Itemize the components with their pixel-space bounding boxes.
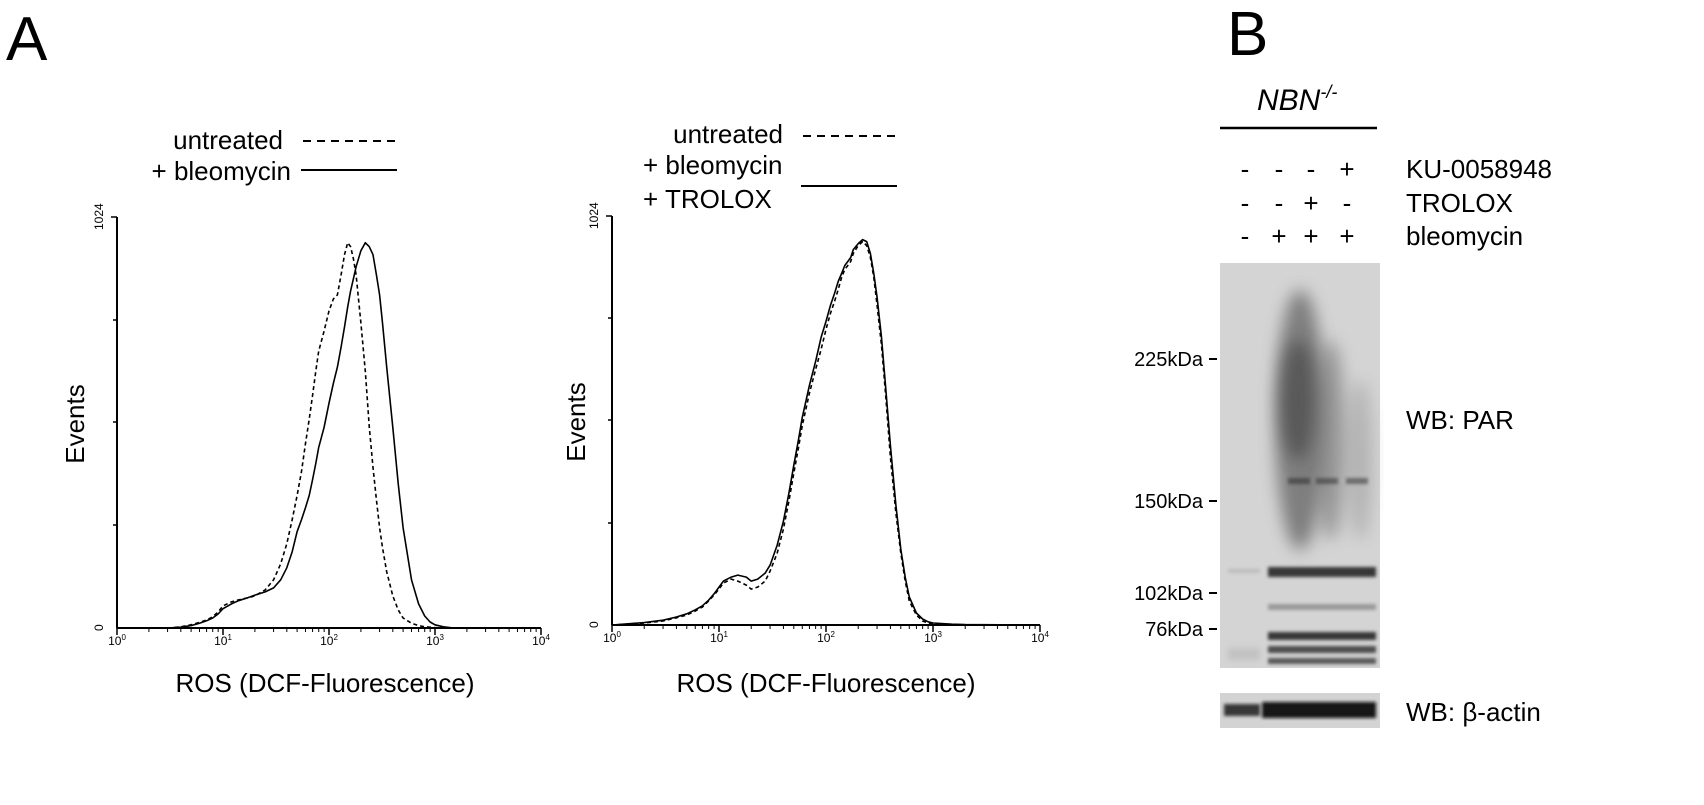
plot-area-2: [611, 238, 1041, 626]
wb-actin-label: WB: β-actin: [1406, 697, 1541, 727]
x-tick-label: 102: [817, 630, 835, 645]
x-axis-1: 100 101 102 103 104 ROS (DCF-Fluorescence): [108, 627, 550, 698]
treatment-sign: +: [1339, 221, 1354, 251]
treatment-sign: +: [1339, 154, 1354, 184]
x-tick-label: 103: [924, 630, 942, 645]
x-tick-label: 103: [426, 633, 444, 648]
y-tick-label-zero: 0: [92, 624, 106, 631]
treatment-sign: -: [1275, 188, 1284, 218]
x-axis-label: ROS (DCF-Fluorescence): [676, 668, 975, 698]
legend-1: untreated + bleomycin: [152, 125, 397, 186]
x-tick-label: 101: [214, 633, 232, 648]
treatment-name: KU-0058948: [1406, 154, 1552, 184]
x-ticks: 100 101 102 103 104: [108, 628, 550, 648]
treatment-sign: -: [1241, 221, 1250, 251]
treatment-sign: -: [1241, 154, 1250, 184]
x-axis-label: ROS (DCF-Fluorescence): [175, 668, 474, 698]
legend-item-bleomycin: + bleomycin: [152, 156, 291, 186]
y-axis-1: 1024 0 Events: [60, 203, 118, 631]
actin-blot-image: [1220, 693, 1380, 728]
x-tick-label: 100: [108, 633, 126, 648]
genotype-label: NBN-/-: [1257, 82, 1337, 117]
x-tick-label: 100: [603, 630, 621, 645]
treatment-name: bleomycin: [1406, 221, 1523, 251]
histogram-chart-2: untreated + bleomycin + TROLOX 1024 0 Ev…: [561, 119, 1049, 698]
marker-225: 225kDa: [1134, 349, 1204, 371]
legend-item-untreated: untreated: [673, 119, 783, 149]
wb-par-label: WB: PAR: [1406, 405, 1514, 435]
y-tick-label-zero: 0: [587, 621, 601, 628]
x-tick-label: 101: [710, 630, 728, 645]
y-tick-label-max: 1024: [587, 202, 601, 229]
panel-a-label: A: [6, 5, 48, 74]
y-axis-label: Events: [561, 382, 591, 462]
histogram-chart-1: untreated + bleomycin 1024 0 Events 100 1…: [60, 125, 550, 698]
par-blot-image: [1220, 263, 1380, 668]
treatment-name: TROLOX: [1406, 188, 1513, 218]
treatment-sign: -: [1241, 188, 1250, 218]
treatment-table: - - - + KU-0058948- - + - TROLOX- + + + bleomycin: [1241, 154, 1552, 251]
genotype-base: NBN: [1257, 84, 1321, 117]
x-tick-label: 104: [1031, 630, 1049, 645]
marker-102: 102kDa: [1134, 583, 1204, 605]
treatment-sign: -: [1343, 188, 1352, 218]
marker-150: 150kDa: [1134, 491, 1204, 513]
legend-item-trolox: + TROLOX: [643, 184, 772, 214]
molecular-weight-markers: 225kDa 150kDa 102kDa 76kDa: [1134, 349, 1217, 641]
x-axis-2: 100 101 102 103 104 ROS (DCF-Fluorescence): [603, 624, 1049, 698]
legend-item-bleomycin: + bleomycin: [643, 150, 782, 180]
x-tick-label: 102: [320, 633, 338, 648]
western-blot-panel: NBN-/- - - - + KU-0058948- - + - TROLOX- + + + bleom…: [1134, 82, 1552, 728]
treatment-sign: +: [1271, 221, 1286, 251]
series-line-dashed: [611, 240, 1040, 626]
legend-2: untreated + bleomycin + TROLOX: [643, 119, 897, 214]
y-axis-2: 1024 0 Events: [561, 202, 613, 628]
x-tick-label: 104: [532, 633, 550, 648]
plot-area-1: [167, 241, 454, 629]
panel-b-label: B: [1227, 0, 1268, 69]
series-line-solid: [167, 241, 454, 629]
y-axis-label: Events: [60, 384, 90, 464]
series-line-solid: [611, 238, 1041, 626]
legend-item-untreated: untreated: [173, 125, 283, 155]
treatment-sign: -: [1307, 154, 1316, 184]
y-tick-label-max: 1024: [92, 203, 106, 230]
treatment-sign: +: [1303, 188, 1318, 218]
series-line-dashed: [167, 241, 444, 629]
marker-76: 76kDa: [1145, 619, 1204, 641]
treatment-sign: -: [1275, 154, 1284, 184]
genotype-superscript: -/-: [1320, 82, 1337, 102]
treatment-sign: +: [1303, 221, 1318, 251]
x-ticks: 100 101 102 103 104: [603, 625, 1049, 645]
